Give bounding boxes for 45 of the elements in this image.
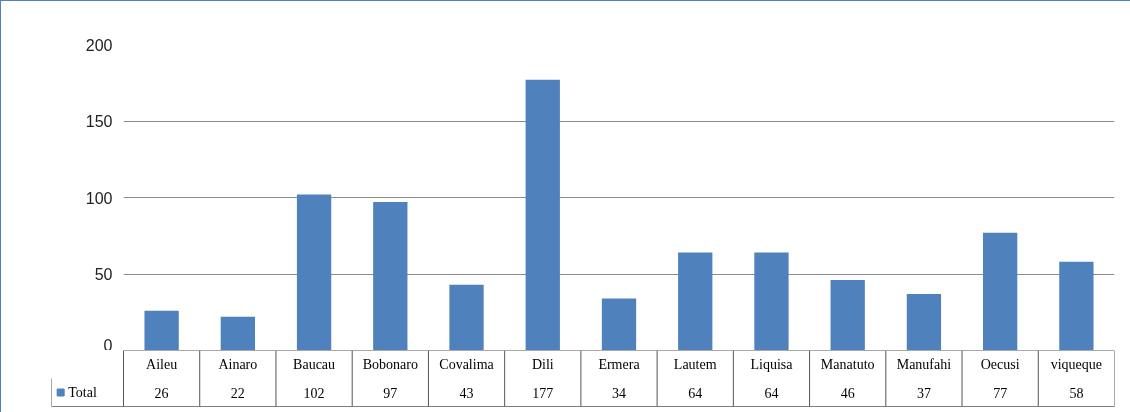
bar	[906, 293, 942, 350]
data-label: 97	[383, 385, 398, 401]
x-tick-label: Baucau	[293, 357, 336, 372]
bar	[830, 280, 865, 350]
x-tick-label: viqueque	[1050, 357, 1103, 372]
x-tick-label: Lautem	[673, 357, 717, 372]
y-tick-label: 150	[85, 113, 113, 130]
bar	[373, 202, 408, 350]
y-tick-label: 100	[85, 189, 113, 207]
data-label: 102	[303, 385, 325, 401]
bar	[754, 252, 789, 350]
bar	[601, 298, 637, 350]
data-label: 64	[688, 385, 703, 401]
data-label: 43	[459, 385, 474, 401]
x-tick-label: Aileu	[146, 357, 178, 372]
x-tick-label: Bobonaro	[362, 357, 418, 372]
data-label: 46	[840, 385, 855, 401]
bar	[144, 310, 179, 350]
data-label: 26	[154, 385, 169, 401]
bar	[525, 79, 560, 350]
x-tick-label: Ermera	[598, 357, 641, 372]
x-tick-label: Dili	[531, 357, 554, 372]
data-label: 177	[532, 385, 554, 401]
bar	[678, 252, 713, 350]
data-label: 22	[230, 385, 245, 401]
x-tick-label: Manufahi	[896, 357, 952, 372]
data-label: 37	[916, 385, 931, 401]
y-tick-label: 200	[85, 36, 113, 54]
x-tick-label: Oecusi	[980, 357, 1020, 372]
y-tick-label: 50	[94, 266, 113, 283]
bar	[983, 232, 1018, 350]
x-tick-label: Ainaro	[218, 357, 258, 372]
x-tick-label: Liquisa	[750, 357, 794, 372]
bar	[296, 194, 332, 350]
data-label: 58	[1069, 385, 1084, 401]
bar	[449, 284, 484, 350]
legend-label: Total	[68, 385, 97, 400]
y-tick-label: 0	[103, 336, 113, 354]
bar	[220, 316, 255, 350]
x-tick-label: Covalima	[439, 357, 495, 372]
data-label: 34	[612, 385, 626, 401]
data-label: 77	[993, 385, 1008, 401]
data-label: 64	[764, 385, 779, 401]
x-tick-label: Manatuto	[820, 357, 875, 372]
bar	[1059, 261, 1094, 350]
